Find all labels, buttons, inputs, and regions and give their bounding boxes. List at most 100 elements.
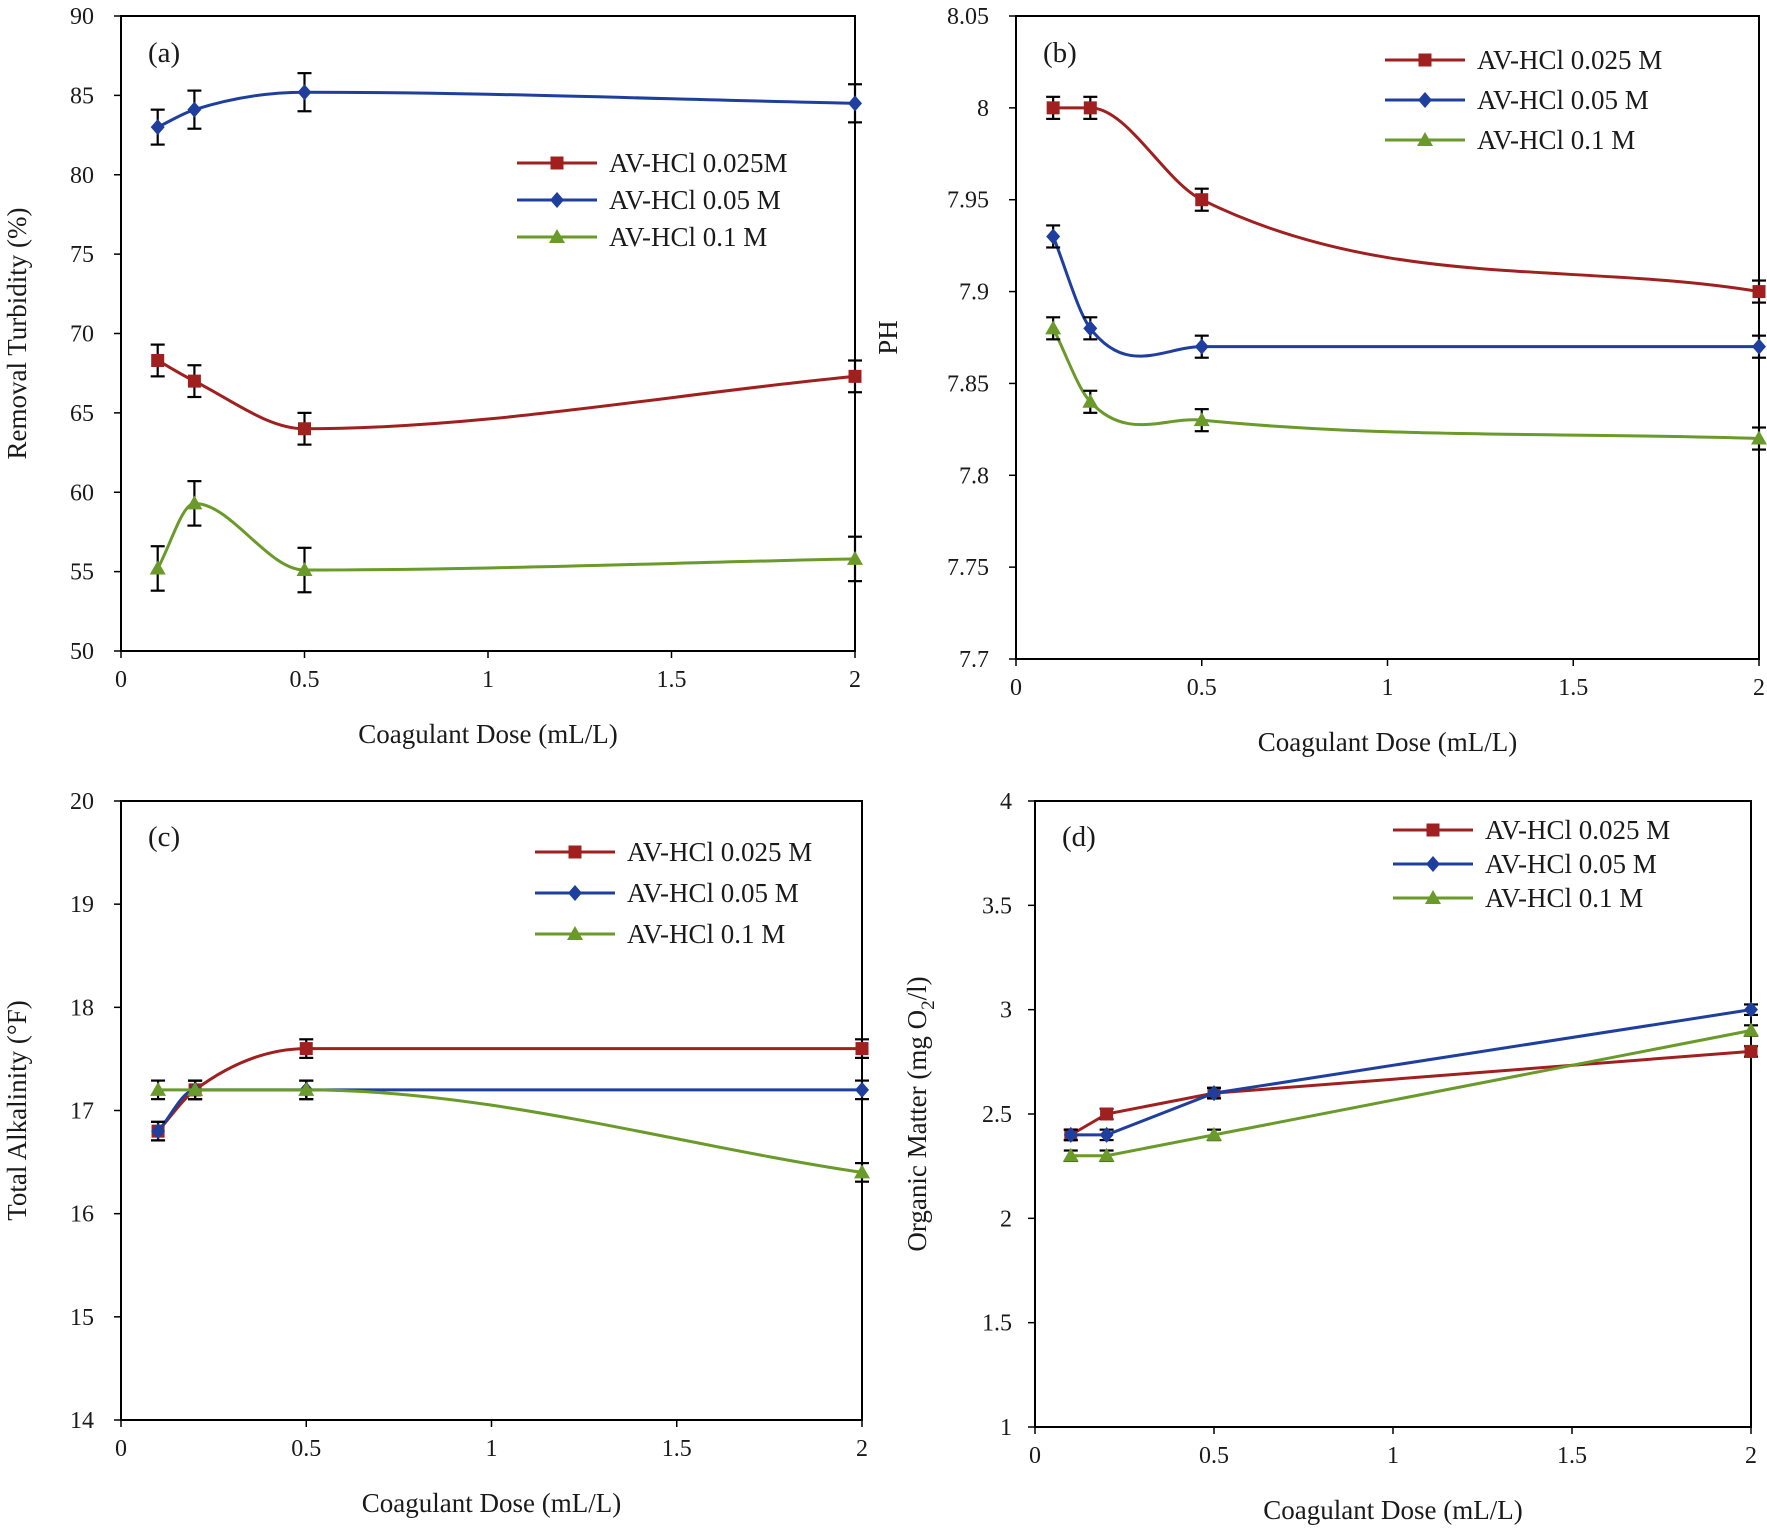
legend-entry: AV-HCl 0.1 M (1393, 883, 1643, 913)
x-tick-label: 2 (1745, 1443, 1757, 1469)
data-point (1207, 1085, 1221, 1102)
x-tick-label: 0.5 (290, 667, 320, 693)
legend-marker (550, 156, 564, 170)
legend-label: AV-HCl 0.05 M (1485, 849, 1657, 879)
legend-marker (1426, 823, 1440, 837)
data-point (298, 422, 311, 436)
legend-label: AV-HCl 0.1 M (627, 919, 785, 949)
data-point (855, 1042, 869, 1056)
legend-label: AV-HCl 0.1 M (1477, 125, 1635, 155)
y-tick-label: 18 (70, 995, 94, 1021)
plot-area (120, 15, 856, 652)
legend-entry: AV-HCl 0.1 M (1385, 125, 1635, 155)
data-point (299, 1042, 313, 1056)
y-tick-label: 85 (70, 83, 94, 109)
y-axis-title: PH (873, 320, 903, 355)
series-line (156, 359, 856, 431)
x-axis-title: Coagulant Dose (mL/L) (1263, 1495, 1522, 1525)
y-tick-label: 70 (70, 322, 94, 348)
data-point (1195, 193, 1209, 207)
x-tick-label: 0.5 (1199, 1443, 1229, 1469)
data-point (1100, 1107, 1114, 1121)
x-axis-title: Coagulant Dose (mL/L) (358, 719, 617, 749)
x-tick-label: 1 (1382, 675, 1394, 701)
legend-marker (568, 845, 582, 859)
legend-entry: AV-HCl 0.025M (517, 148, 788, 178)
x-tick-label: 1 (482, 667, 494, 693)
x-tick-label: 0 (115, 1436, 127, 1462)
series-line (156, 501, 856, 572)
x-tick-label: 0 (1010, 675, 1022, 701)
x-tick-label: 1.5 (657, 667, 687, 693)
legend-entry: AV-HCl 0.1 M (535, 919, 785, 949)
series-triangle (149, 480, 863, 594)
series-line (156, 1088, 862, 1133)
x-tick-label: 1.5 (662, 1436, 692, 1462)
y-axis-title: Organic Matter (mg O2/l) (902, 976, 939, 1251)
x-tick-label: 2 (1753, 675, 1765, 701)
data-point (151, 1123, 166, 1140)
data-point (847, 550, 863, 565)
series-line (1070, 1049, 1752, 1137)
x-tick-label: 1.5 (1557, 1443, 1587, 1469)
data-point (1045, 320, 1062, 335)
series-line (1051, 327, 1760, 441)
y-tick-label: 7.95 (947, 188, 989, 214)
data-point (187, 101, 202, 118)
data-point (150, 1081, 167, 1096)
legend-label: AV-HCl 0.05 M (627, 878, 799, 908)
x-tick-label: 2 (856, 1436, 868, 1462)
panel-a: 50 55 60 65 70 75 80 85 90 0 0.5 1 1.5 2 Coagulant Dos… (2, 4, 863, 749)
data-point (1193, 412, 1210, 427)
x-axis-title: Coagulant Dose (mL/L) (1258, 727, 1517, 757)
series-diamond (1046, 224, 1766, 359)
data-point (297, 84, 312, 101)
x-tick-label: 2 (849, 667, 861, 693)
panel-label: (b) (1043, 37, 1077, 69)
x-tick-label: 0 (115, 667, 127, 693)
y-tick-label: 3.5 (982, 893, 1012, 919)
x-tick-label: 0 (1029, 1443, 1041, 1469)
y-tick-label: 15 (70, 1305, 94, 1331)
legend-marker (1426, 856, 1440, 872)
panel-d: 1 1.5 2 2.5 3 3.5 4 0 0.5 1 1.5 2 Coagulant Dose (mL… (902, 789, 1759, 1525)
y-tick-label: 2 (1000, 1206, 1012, 1232)
data-point (1744, 1044, 1758, 1058)
legend-label: AV-HCl 0.05 M (609, 185, 781, 215)
legend-marker (550, 192, 564, 208)
y-axis-title: Removal Turbidity (%) (2, 207, 32, 459)
data-point (187, 1081, 204, 1096)
data-point (1062, 1147, 1079, 1162)
x-tick-label: 0.5 (1187, 675, 1217, 701)
y-tick-label: 19 (70, 892, 94, 918)
y-tick-label: 20 (70, 789, 94, 815)
data-point (1744, 1001, 1758, 1018)
x-tick-label: 1 (486, 1436, 498, 1462)
series-triangle (1045, 316, 1767, 451)
y-tick-label: 7.9 (959, 280, 989, 306)
y-tick-label: 7.8 (959, 463, 989, 489)
y-tick-label: 60 (70, 480, 94, 506)
data-point (150, 119, 165, 136)
data-point (1743, 1022, 1759, 1037)
series-square (1063, 1044, 1758, 1142)
y-tick-label: 7.7 (959, 647, 989, 673)
legend-marker (567, 926, 583, 940)
data-point (848, 95, 862, 112)
data-point (1082, 393, 1099, 408)
legend-entry: AV-HCl 0.025 M (1385, 45, 1662, 75)
data-point (1206, 1126, 1222, 1141)
y-tick-label: 1 (1000, 1415, 1012, 1441)
panel-label: (a) (148, 37, 180, 69)
legend-entry: AV-HCl 0.05 M (517, 185, 781, 215)
legend-marker (1417, 132, 1433, 146)
legend-marker (1418, 92, 1432, 108)
series-square (1046, 95, 1766, 304)
series-line (1051, 235, 1759, 358)
y-tick-label: 50 (70, 639, 94, 665)
y-tick-label: 7.75 (947, 555, 989, 581)
data-point (187, 374, 201, 388)
x-tick-label: 0.5 (291, 1436, 321, 1462)
series-line (1070, 1029, 1752, 1158)
legend-entry: AV-HCl 0.05 M (535, 878, 799, 908)
